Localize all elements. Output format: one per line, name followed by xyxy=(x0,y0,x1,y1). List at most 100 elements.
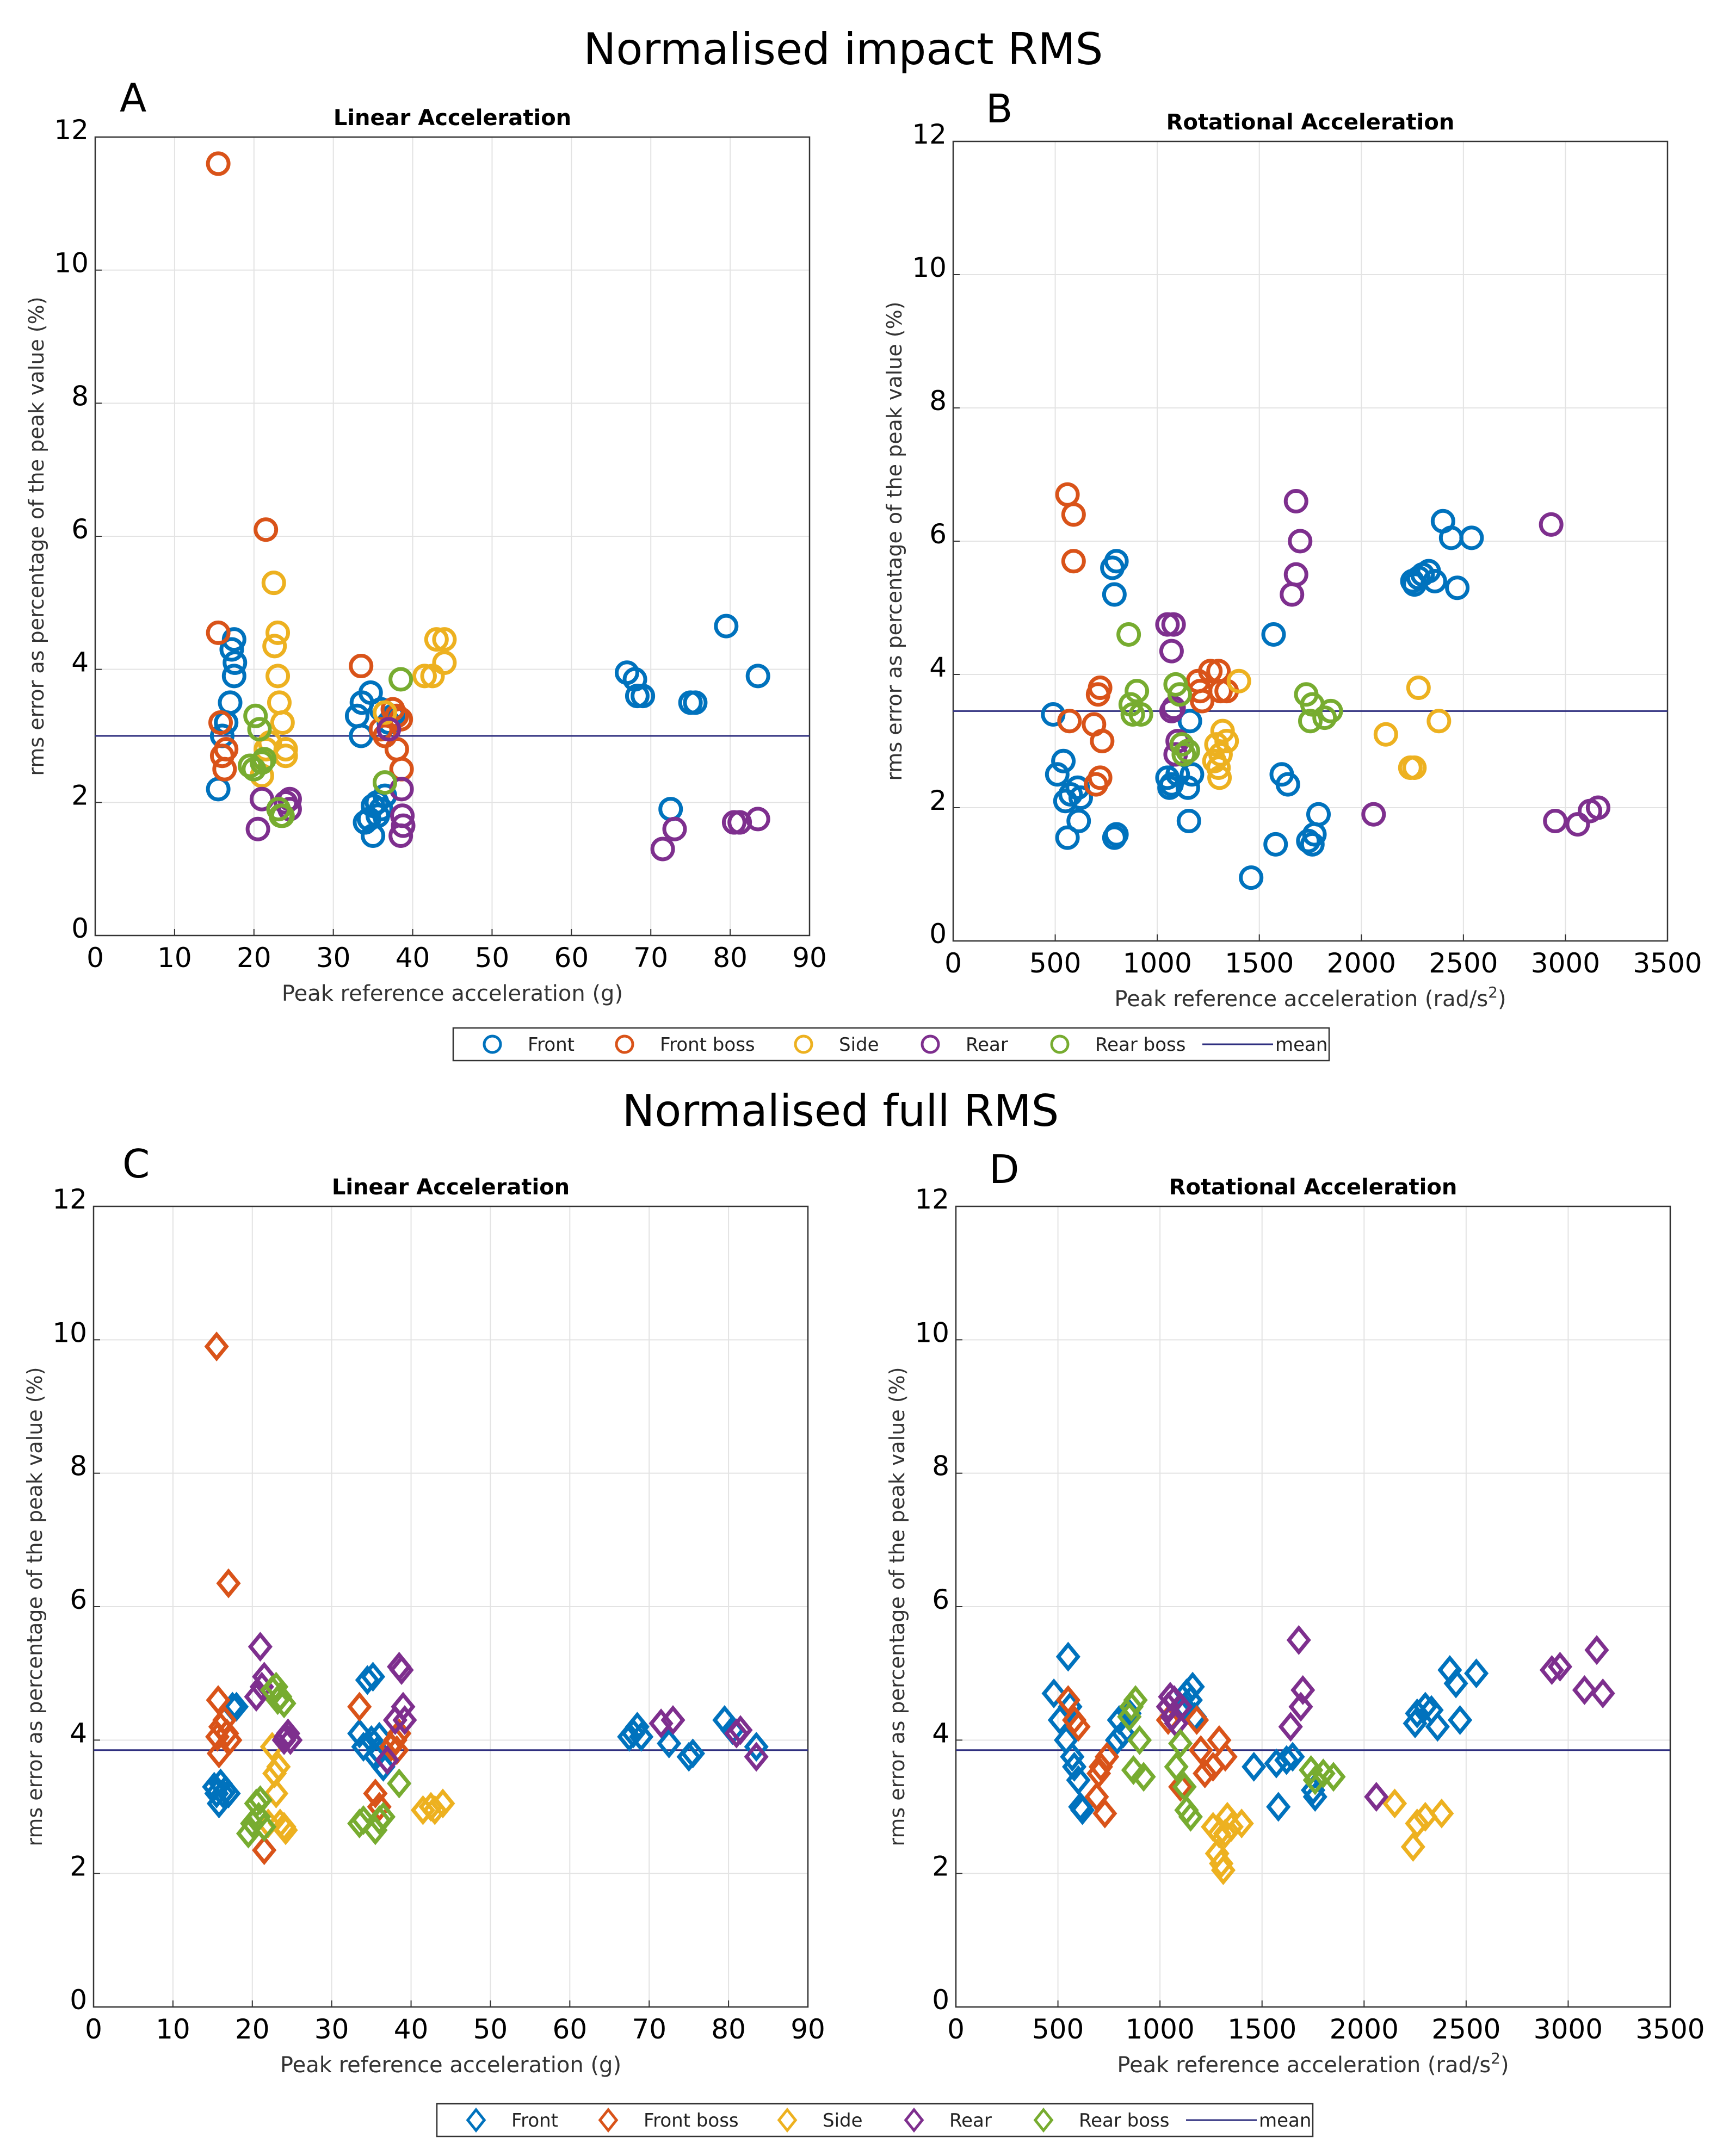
data-point xyxy=(1090,729,1115,753)
data-point xyxy=(1539,512,1564,537)
legend-circle: Front Front boss Side Rear Rear boss mean xyxy=(452,1027,1330,1062)
x-tick-label: 0 xyxy=(85,2013,102,2045)
data-point xyxy=(273,736,298,761)
data-point xyxy=(247,717,272,742)
x-tick-label: 1000 xyxy=(1123,947,1192,979)
data-point xyxy=(261,571,286,596)
data-point xyxy=(1127,1725,1152,1755)
data-point xyxy=(1312,705,1337,730)
y-tick-label: 12 xyxy=(912,119,947,150)
x-axis-label: Peak reference acceleration (g) xyxy=(280,2053,621,2078)
y-tick-label: 4 xyxy=(71,647,89,678)
data-point xyxy=(1209,1848,1234,1879)
x-tick-label: 60 xyxy=(554,942,589,974)
data-point xyxy=(266,1751,291,1782)
data-point xyxy=(1572,1675,1597,1705)
panel-a: 0 10 20 30 40 50 60 70 80 90 0 2 4 6 8 10 12 Linear Accel… xyxy=(24,75,827,1006)
data-point xyxy=(422,1795,447,1825)
x-tick-label: 30 xyxy=(316,942,351,974)
data-point xyxy=(347,1692,372,1722)
data-point xyxy=(1584,1635,1609,1665)
x-tick-label: 20 xyxy=(235,2013,270,2045)
data-point xyxy=(218,1725,243,1755)
data-points xyxy=(1041,1625,1615,1886)
data-point xyxy=(1102,582,1127,607)
data-point xyxy=(714,614,739,639)
data-point xyxy=(1219,1812,1244,1842)
panel-letter: C xyxy=(122,1141,150,1187)
data-points xyxy=(202,1331,769,1866)
data-point xyxy=(1443,1668,1468,1699)
data-point xyxy=(1413,1692,1438,1722)
y-axis-label: rms error as percentage of the peak valu… xyxy=(882,301,906,780)
x-tick-label: 10 xyxy=(157,942,192,974)
y-tick-label: 0 xyxy=(71,913,89,944)
data-point xyxy=(657,1728,682,1758)
data-point xyxy=(376,717,402,742)
data-point xyxy=(631,684,656,709)
y-tick-label: 6 xyxy=(932,1584,949,1615)
data-point xyxy=(1211,1855,1236,1886)
data-point xyxy=(625,1712,650,1742)
data-point xyxy=(368,797,393,822)
data-point xyxy=(745,664,770,689)
legend-marker xyxy=(1050,1034,1070,1054)
series-rear-boss xyxy=(1117,1685,1346,1832)
data-point xyxy=(1239,865,1264,890)
x-tick-label: 0 xyxy=(947,2013,965,2045)
data-point xyxy=(1045,762,1070,787)
data-point xyxy=(1261,622,1286,647)
data-point xyxy=(1280,582,1305,607)
x-tick-label: 0 xyxy=(87,942,104,974)
x-tick-label: 2500 xyxy=(1431,2013,1500,2045)
y-tick-label: 2 xyxy=(71,779,89,811)
data-point xyxy=(1565,812,1590,837)
legend-box xyxy=(436,2103,1314,2138)
data-point xyxy=(387,1768,412,1799)
data-point xyxy=(1041,1678,1066,1708)
data-point xyxy=(1283,489,1308,513)
legend-label: Side xyxy=(839,1034,879,1056)
data-point xyxy=(1051,748,1076,773)
legend-item-front: Front xyxy=(466,2107,558,2133)
y-tick-label: 2 xyxy=(929,785,947,816)
y-tick-label: 6 xyxy=(929,518,947,550)
data-point xyxy=(206,777,231,802)
data-point xyxy=(265,664,291,689)
data-point xyxy=(1263,832,1288,857)
data-point xyxy=(263,1778,289,1808)
data-point xyxy=(273,1815,298,1845)
data-point xyxy=(1213,1818,1238,1849)
data-point xyxy=(1302,1765,1327,1795)
data-point xyxy=(1242,1751,1267,1782)
data-point xyxy=(1095,1742,1120,1772)
data-point xyxy=(1121,1755,1146,1786)
data-point xyxy=(1590,1678,1615,1708)
data-point xyxy=(243,703,268,728)
data-point xyxy=(1208,742,1233,767)
data-point xyxy=(1061,549,1086,574)
data-point xyxy=(1278,1712,1303,1742)
y-axis-label: rms error as percentage of the peak valu… xyxy=(24,296,48,776)
legend-label: Front xyxy=(511,2110,558,2132)
panel-title: Linear Acceleration xyxy=(332,1175,570,1200)
y-tick-label: 0 xyxy=(929,918,947,950)
data-point xyxy=(745,807,770,832)
data-point xyxy=(278,1725,303,1755)
x-tick-label: 40 xyxy=(396,942,430,974)
x-tick-label: 30 xyxy=(314,2013,349,2045)
data-point xyxy=(1459,525,1484,550)
data-point xyxy=(1131,1762,1156,1792)
y-tick-label: 10 xyxy=(52,1317,87,1348)
gridlines xyxy=(953,141,1668,941)
legend-label: Rear xyxy=(949,2110,992,2132)
y-tick-label: 10 xyxy=(912,252,947,283)
panel-title: Rotational Acceleration xyxy=(1169,1175,1458,1200)
x-tick-label: 90 xyxy=(791,2013,825,2045)
data-point xyxy=(214,736,239,761)
y-axis-label: rms error as percentage of the peak valu… xyxy=(885,1367,909,1846)
data-point xyxy=(662,816,687,841)
data-point xyxy=(1229,1808,1254,1839)
data-point xyxy=(1400,1832,1425,1862)
